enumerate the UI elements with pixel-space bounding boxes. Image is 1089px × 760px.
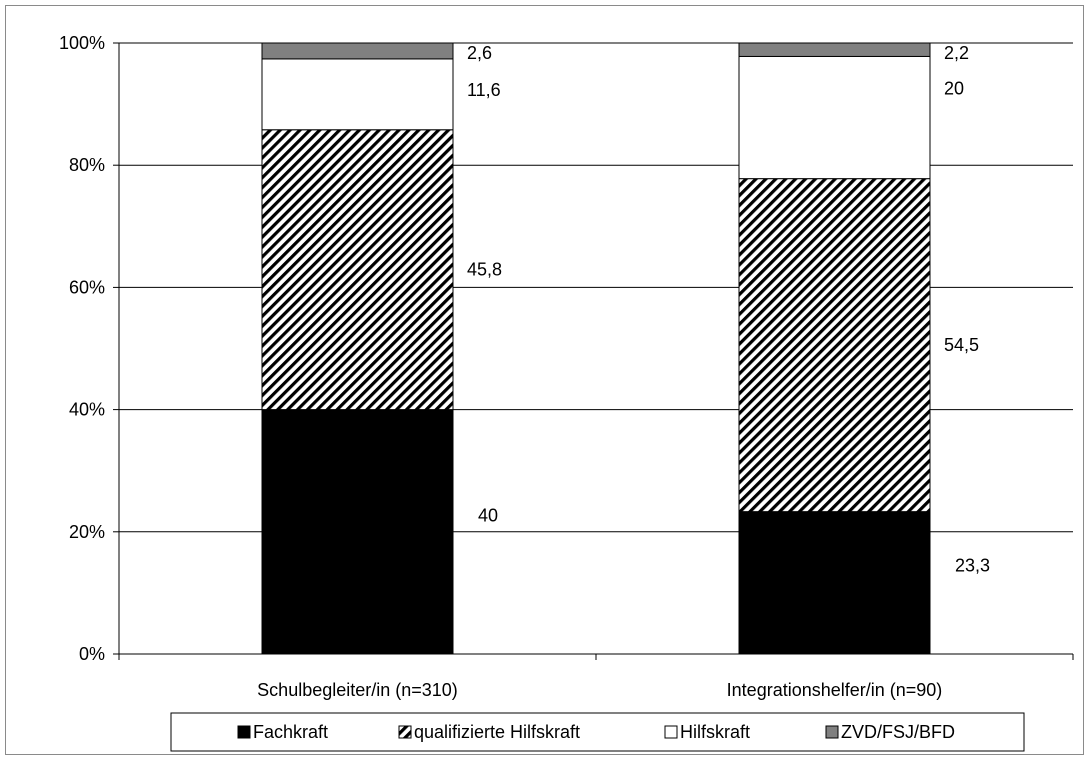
data-label-zvd-fsj-bfd: 2,2 — [944, 43, 969, 63]
legend-swatch-qualifizierte-hilfskraft — [398, 725, 412, 739]
legend-swatch-zvd-fsj-bfd — [825, 725, 839, 739]
bar-segment-fachkraft — [261, 409, 454, 655]
data-label-fachkraft: 23,3 — [955, 556, 990, 576]
legend: Fachkraft qualifizierte Hilfskraft Hilfskr… — [170, 712, 1025, 752]
legend-label-hilfskraft: Hilfskraft — [680, 722, 750, 742]
x-category-label: Integrationshelfer/in (n=90) — [727, 680, 943, 700]
data-label-qualifizierte-hilfskraft: 54,5 — [944, 335, 979, 355]
bar-segment-qualifizierte-hilfskraft — [261, 129, 454, 411]
legend-box — [170, 712, 1025, 752]
data-labels: 40 45,8 11,6 2,6 23,3 54,5 20 2,2 — [467, 43, 990, 576]
y-tick-label: 60% — [69, 277, 105, 297]
y-tick-label: 40% — [69, 400, 105, 420]
bar-segment-hilfskraft — [738, 55, 931, 180]
x-category-label: Schulbegleiter/in (n=310) — [257, 680, 458, 700]
chart-frame: 0% 20% 40% 60% 80% 100% Schulbegleiter/in (n=3… — [5, 5, 1084, 755]
y-tick-label: 0% — [79, 644, 105, 664]
data-label-hilfskraft: 20 — [944, 78, 964, 98]
data-label-zvd-fsj-bfd: 2,6 — [467, 43, 492, 63]
data-label-fachkraft: 40 — [478, 506, 498, 526]
bar-segment-zvd-fsj-bfd — [738, 42, 931, 57]
legend-swatch-hilfskraft — [664, 725, 678, 739]
bar-segment-zvd-fsj-bfd — [261, 42, 454, 60]
y-tick-label: 20% — [69, 522, 105, 542]
y-tick-label: 80% — [69, 155, 105, 175]
stacked-bar-chart: 0% 20% 40% 60% 80% 100% Schulbegleiter/in (n=3… — [59, 33, 1074, 752]
data-label-qualifizierte-hilfskraft: 45,8 — [467, 260, 502, 280]
legend-label-qualifizierte-hilfskraft: qualifizierte Hilfskraft — [414, 722, 580, 742]
bar-segment-fachkraft — [738, 511, 931, 655]
legend-label-fachkraft: Fachkraft — [253, 722, 328, 742]
bars — [261, 42, 931, 655]
legend-swatch-fachkraft — [237, 725, 251, 739]
data-label-hilfskraft: 11,6 — [467, 80, 501, 100]
y-tick-label: 100% — [59, 33, 105, 53]
legend-label-zvd-fsj-bfd: ZVD/FSJ/BFD — [841, 722, 955, 742]
bar-segment-qualifizierte-hilfskraft — [738, 178, 931, 513]
bar-segment-hilfskraft — [261, 58, 454, 131]
